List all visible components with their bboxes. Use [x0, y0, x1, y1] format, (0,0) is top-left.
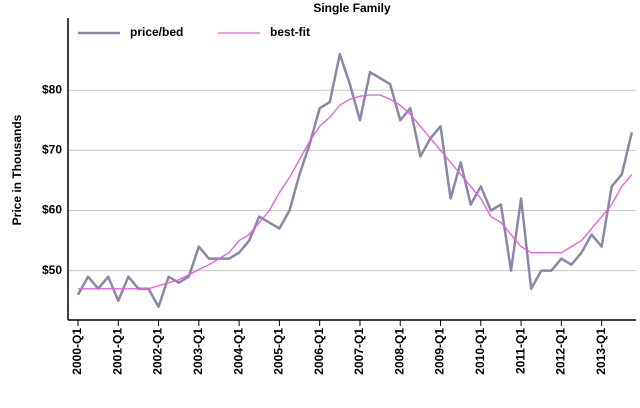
x-tick-label: 2013-Q1 — [594, 328, 608, 375]
x-tick-label: 2002-Q1 — [151, 328, 165, 375]
legend-label: best-fit — [270, 25, 310, 39]
x-tick-label: 2009-Q1 — [433, 328, 447, 375]
x-tick-label: 2008-Q1 — [392, 328, 406, 375]
x-tick-label: 2010-Q1 — [473, 328, 487, 375]
x-tick-label: 2004-Q1 — [231, 328, 245, 375]
y-tick-label: $50 — [42, 263, 62, 277]
y-axis-label: Price in Thousands — [10, 114, 24, 225]
y-tick-label: $80 — [42, 82, 62, 96]
x-tick-label: 2000-Q1 — [70, 328, 84, 375]
x-tick-label: 2012-Q1 — [554, 328, 568, 375]
series-line — [76, 52, 634, 309]
x-tick-label: 2006-Q1 — [312, 328, 326, 375]
x-tick-label: 2001-Q1 — [110, 328, 124, 375]
x-tick-label: 2003-Q1 — [191, 328, 205, 375]
legend-label: price/bed — [130, 25, 183, 39]
series-line — [78, 94, 633, 290]
y-tick-label: $70 — [42, 143, 62, 157]
chart-title: Single Family — [313, 1, 391, 15]
x-tick-label: 2011-Q1 — [513, 328, 527, 374]
x-tick-label: 2007-Q1 — [352, 328, 366, 375]
y-tick-label: $60 — [42, 203, 62, 217]
x-tick-label: 2005-Q1 — [272, 328, 286, 375]
